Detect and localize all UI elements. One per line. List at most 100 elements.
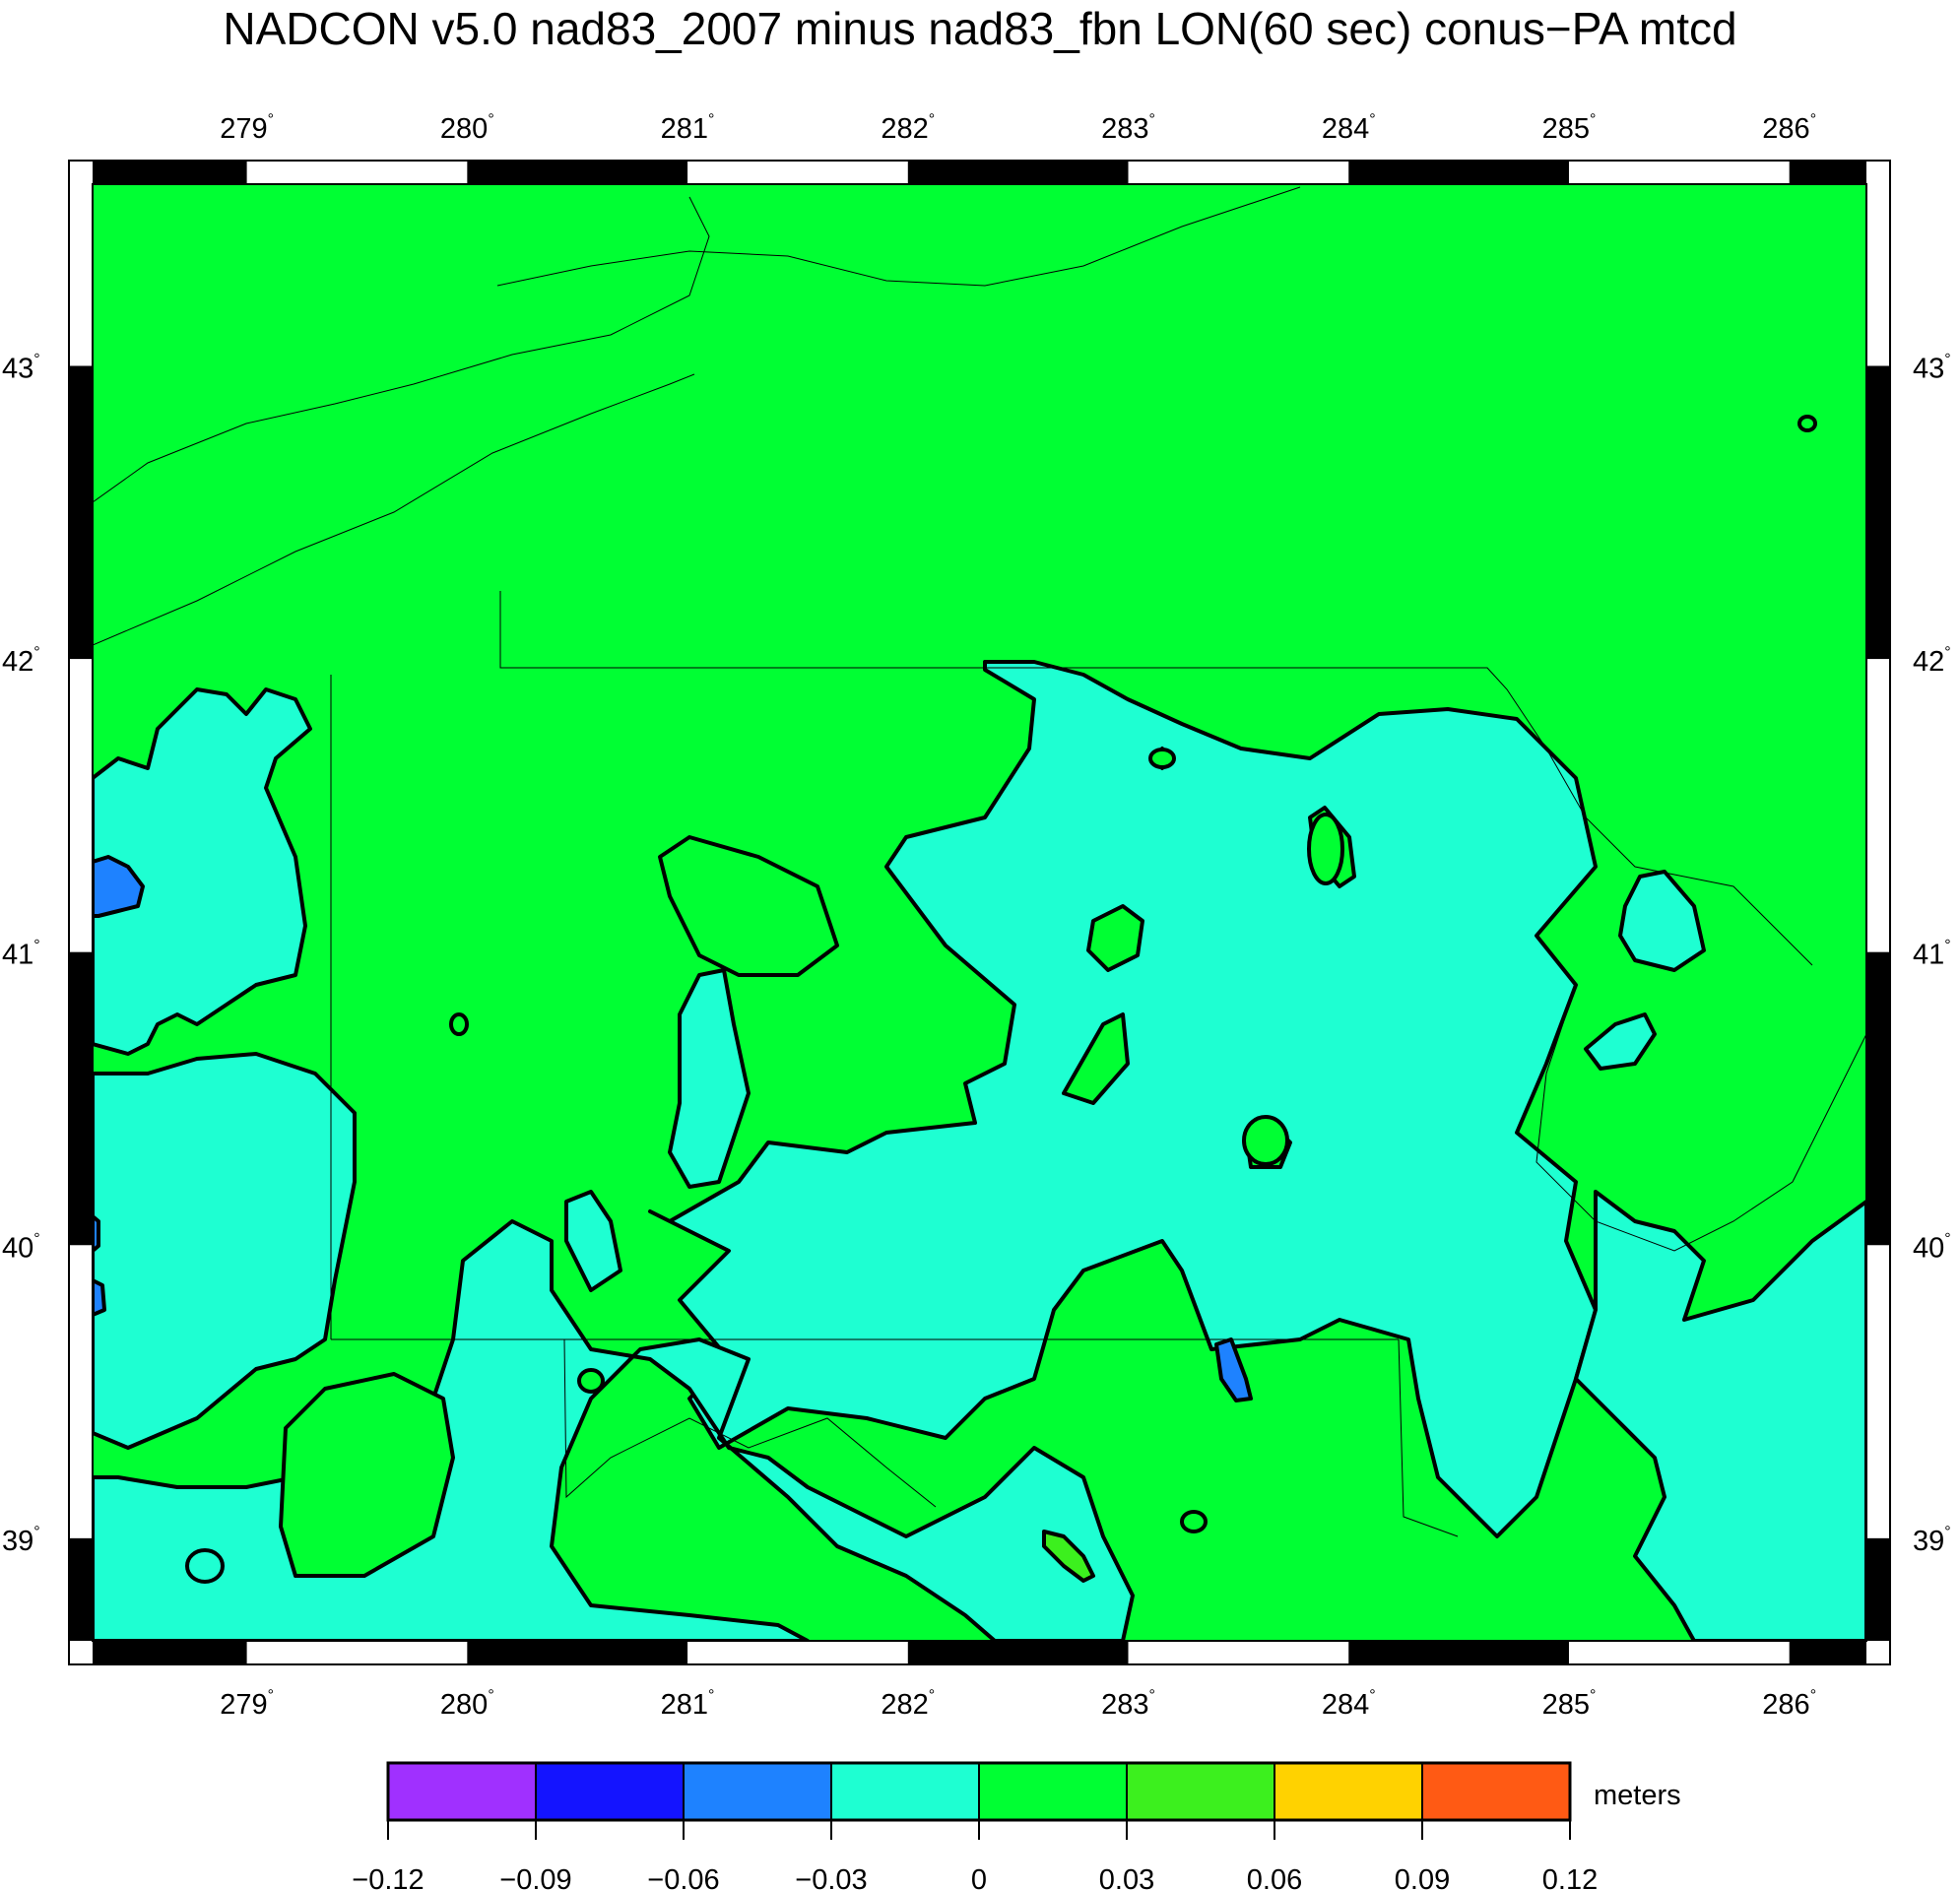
degree-symbol: ° (1810, 111, 1816, 128)
nj-coast (1535, 984, 1866, 1252)
lake-ontario-shore (496, 186, 1301, 287)
degree-symbol: ° (708, 111, 714, 128)
lon-tick-label-bottom: 280° (440, 1687, 494, 1721)
frame-bar-right (1866, 1537, 1889, 1641)
negative-island-281 (564, 1190, 622, 1292)
colorbar-tick-label: −0.03 (795, 1864, 867, 1890)
positive-island-small-1 (1307, 813, 1344, 885)
lon-tick-label-top: 284° (1322, 111, 1376, 145)
positive-island-2 (1062, 1012, 1130, 1105)
axis-labels: 279° 279° 280° 280° 281° 281° 282° 282° 283° 283°… (2, 111, 1951, 1721)
map-title: NADCON v5.0 nad83_2007 minus nad83_fbn L… (223, 3, 1737, 54)
degree-symbol: ° (33, 1230, 39, 1247)
colorbar: −0.12 −0.09 −0.06 −0.03 0 0.03 0.06 0.09 0.12 (352, 1761, 1598, 1890)
frame-bar-bottom (93, 1641, 247, 1663)
lon-tick-label-top: 283° (1101, 111, 1155, 145)
map-area (93, 184, 1866, 1641)
degree-symbol: ° (1369, 111, 1375, 128)
negative-region-southwest (93, 1052, 357, 1450)
lat-tick-label-left: 42° (2, 644, 40, 678)
negative-region-north-strip (668, 968, 751, 1189)
degree-symbol: ° (1590, 111, 1596, 128)
lat-tick-label-right: 39° (1913, 1524, 1951, 1557)
degree-symbol: ° (488, 1687, 493, 1704)
negative-region-northwest (93, 687, 312, 1056)
positive-region-yellowgreen (1042, 1530, 1095, 1583)
lon-tick-label-bottom: 284° (1322, 1687, 1376, 1721)
degree-symbol: ° (268, 1687, 274, 1704)
colorbar-tick-label: −0.12 (352, 1864, 424, 1890)
degree-symbol: ° (1149, 111, 1155, 128)
frame-bar-top (907, 162, 1129, 184)
negative-region-west-blue-2 (93, 1278, 106, 1317)
frame-bar-top (1789, 162, 1866, 184)
frame-bar-bottom (1789, 1641, 1866, 1663)
degree-symbol: ° (1590, 1687, 1596, 1704)
lon-tick-label-bottom: 283° (1101, 1687, 1155, 1721)
de-border (1398, 1338, 1459, 1537)
degree-symbol: ° (33, 1524, 39, 1540)
positive-island-1 (658, 835, 839, 977)
degree-symbol: ° (1944, 938, 1950, 954)
degree-symbol: ° (268, 111, 274, 128)
pa-ny-border (499, 591, 1813, 966)
colorbar-swatch (388, 1763, 536, 1820)
degree-symbol: ° (929, 1687, 935, 1704)
frame-bar-bottom (467, 1641, 688, 1663)
colorbar-swatch (979, 1763, 1127, 1820)
positive-island-small-8 (1180, 1510, 1208, 1533)
colorbar-tick-label: 0.03 (1099, 1864, 1154, 1890)
colorbar-tick-label: −0.06 (647, 1864, 719, 1890)
positive-island-southwest (279, 1372, 455, 1578)
frame-outer (68, 160, 1891, 1665)
degree-symbol: ° (33, 644, 39, 661)
colorbar-tick-label: 0.06 (1247, 1864, 1302, 1890)
frame-bar-top (1348, 162, 1569, 184)
colorbar-tick-label: 0 (971, 1864, 987, 1890)
colorbar-swatch (1274, 1763, 1422, 1820)
boundary-lines (93, 186, 1866, 1537)
degree-symbol: ° (1944, 1230, 1950, 1247)
lat-tick-label-right: 43° (1913, 352, 1951, 385)
negative-island-east-1 (1618, 870, 1706, 972)
frame-bar-bottom (907, 1641, 1129, 1663)
lon-tick-label-top: 286° (1762, 111, 1816, 145)
colorbar-unit: meters (1594, 1780, 1681, 1811)
frame-bar-top (467, 162, 688, 184)
frame-bar-right (1866, 365, 1889, 660)
lat-tick-label-left: 39° (2, 1524, 40, 1557)
degree-symbol: ° (1944, 1524, 1950, 1540)
colorbar-swatch (831, 1763, 979, 1820)
positive-island-small-7 (577, 1368, 605, 1394)
lon-tick-label-bottom: 285° (1542, 1687, 1597, 1721)
lon-tick-label-top: 279° (220, 111, 274, 145)
frame-bar-left (70, 365, 93, 660)
frame-bar-bottom (1348, 1641, 1569, 1663)
frame-bar-left (70, 951, 93, 1246)
positive-island-4 (1086, 904, 1144, 972)
colorbar-tick-label: −0.09 (499, 1864, 571, 1890)
negative-region-east (1574, 1190, 1866, 1641)
colorbar-swatch (684, 1763, 831, 1820)
lon-tick-label-top: 282° (881, 111, 935, 145)
lon-tick-label-bottom: 282° (881, 1687, 935, 1721)
degree-symbol: ° (1369, 1687, 1375, 1704)
degree-symbol: ° (33, 938, 39, 954)
lat-tick-label-left: 43° (2, 352, 40, 385)
degree-symbol: ° (33, 352, 39, 368)
positive-island-small-6 (1797, 415, 1817, 432)
lat-tick-label-right: 40° (1913, 1230, 1951, 1264)
negative-island-east-2 (1584, 1012, 1657, 1071)
frame-bar-right (1866, 951, 1889, 1246)
wv-border (563, 1338, 937, 1508)
negative-region-central (648, 660, 1598, 1538)
degree-symbol: ° (1944, 644, 1950, 661)
positive-island-small-4 (1148, 748, 1176, 769)
lake-erie-shore-south (93, 373, 695, 646)
lon-tick-label-bottom: 281° (661, 1687, 715, 1721)
lon-tick-label-top: 285° (1542, 111, 1597, 145)
negative-island-small-3 (185, 1548, 225, 1584)
frame-bar-left (70, 1537, 93, 1641)
frame-bar-top (93, 162, 247, 184)
lon-tick-label-bottom: 286° (1762, 1687, 1816, 1721)
